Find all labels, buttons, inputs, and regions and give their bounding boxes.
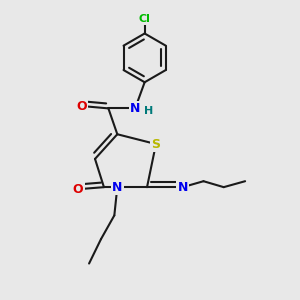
- Text: Cl: Cl: [139, 14, 151, 24]
- Text: S: S: [152, 138, 160, 151]
- Text: O: O: [73, 183, 83, 196]
- Text: N: N: [130, 102, 140, 115]
- Text: O: O: [76, 100, 87, 112]
- Text: N: N: [178, 181, 188, 194]
- Text: N: N: [112, 181, 122, 194]
- Text: H: H: [144, 106, 153, 116]
